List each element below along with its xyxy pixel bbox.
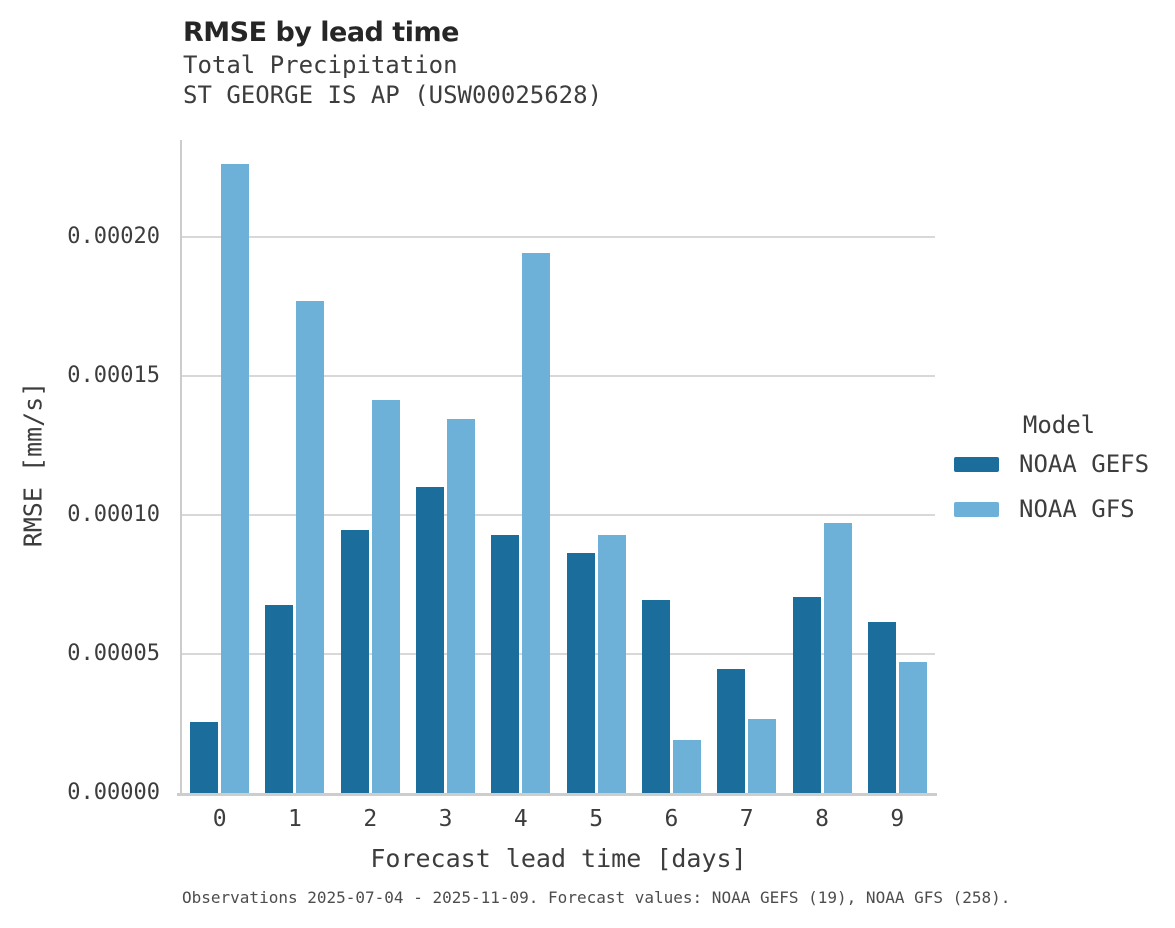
x-axis-line <box>177 793 937 796</box>
bar-group-day-0 <box>182 140 257 793</box>
bar-group-day-4 <box>483 140 558 793</box>
legend-swatch-noaa-gefs <box>954 456 999 472</box>
x-axis-label: Forecast lead time [days] <box>370 844 747 873</box>
y-tick-label: 0.00015 <box>67 363 160 389</box>
gridline <box>182 236 935 239</box>
bar-noaa-gfs-day-2 <box>371 400 400 793</box>
bar-group-day-6 <box>634 140 709 793</box>
bar-group-day-9 <box>860 140 935 793</box>
legend-item-noaa-gefs: NOAA GEFS <box>954 450 1164 478</box>
legend-title: Model <box>1022 411 1096 439</box>
bar-group-day-5 <box>558 140 633 793</box>
bar-noaa-gefs-day-5 <box>566 553 595 793</box>
x-tick-label: 5 <box>589 806 604 832</box>
x-tick-label: 8 <box>815 806 829 832</box>
y-axis-spine <box>180 140 182 795</box>
bar-noaa-gfs-day-8 <box>823 523 852 793</box>
x-tick-label: 7 <box>739 806 754 832</box>
bar-noaa-gefs-day-2 <box>340 530 369 793</box>
bar-noaa-gefs-day-7 <box>717 669 746 793</box>
x-tick-label: 9 <box>890 806 905 832</box>
legend-swatch-noaa-gfs <box>954 501 999 517</box>
plot-area <box>177 140 937 796</box>
legend-item-noaa-gfs: NOAA GFS <box>954 495 1164 523</box>
x-tick-label: 4 <box>513 806 528 832</box>
bar-group-day-3 <box>408 140 483 793</box>
y-tick-label: 0.00010 <box>67 502 160 528</box>
bar-noaa-gfs-day-7 <box>748 719 777 793</box>
bars <box>182 140 935 793</box>
chart-title: RMSE by lead time <box>183 17 459 48</box>
gridline <box>182 375 935 378</box>
bar-noaa-gfs-day-5 <box>597 535 626 793</box>
x-tick-label: 2 <box>363 806 378 832</box>
bar-group-day-8 <box>784 140 859 793</box>
bar-noaa-gfs-day-4 <box>522 253 551 793</box>
bar-noaa-gfs-day-6 <box>672 740 701 793</box>
y-tick-labels: 0.00000 0.00005 0.00010 0.00015 0.00020 <box>0 140 160 805</box>
chart-header: RMSE by lead time Total Precipitation ST… <box>183 16 602 110</box>
gridline <box>182 653 935 656</box>
chart-subtitle-station: ST GEORGE IS AP (USW00025628) <box>183 81 603 109</box>
bar-noaa-gfs-day-0 <box>221 164 250 793</box>
bar-group-day-7 <box>709 140 784 793</box>
bar-noaa-gfs-day-1 <box>296 301 325 793</box>
y-tick-label: 0.00020 <box>67 224 160 250</box>
gridline <box>182 514 935 517</box>
chart-subtitle-variable: Total Precipitation <box>183 51 458 79</box>
bar-noaa-gefs-day-1 <box>265 605 294 793</box>
x-tick-label: 0 <box>212 806 227 832</box>
y-tick-label: 0.00005 <box>67 641 160 667</box>
bar-noaa-gfs-day-9 <box>898 662 927 793</box>
x-tick-label: 6 <box>664 806 679 832</box>
legend-label-noaa-gefs: NOAA GEFS <box>1019 450 1150 478</box>
x-tick-labels: 0 1 2 3 4 5 6 7 8 9 <box>182 806 935 832</box>
x-tick-label: 1 <box>288 806 302 832</box>
caption: Observations 2025-07-04 - 2025-11-09. Fo… <box>182 888 1011 907</box>
bar-noaa-gfs-day-3 <box>447 419 476 793</box>
legend-label-noaa-gfs: NOAA GFS <box>1019 495 1135 523</box>
bar-noaa-gefs-day-6 <box>641 600 670 793</box>
y-tick-label: 0.00000 <box>67 780 160 805</box>
bar-noaa-gefs-day-9 <box>867 622 896 793</box>
bar-noaa-gefs-day-3 <box>416 487 445 793</box>
legend: Model NOAA GEFS NOAA GFS <box>954 410 1164 540</box>
bar-group-day-1 <box>257 140 332 793</box>
x-tick-label: 3 <box>438 806 453 832</box>
bar-group-day-2 <box>333 140 408 793</box>
bar-noaa-gefs-day-8 <box>792 597 821 793</box>
bar-noaa-gefs-day-0 <box>190 722 219 793</box>
bar-noaa-gefs-day-4 <box>491 535 520 793</box>
